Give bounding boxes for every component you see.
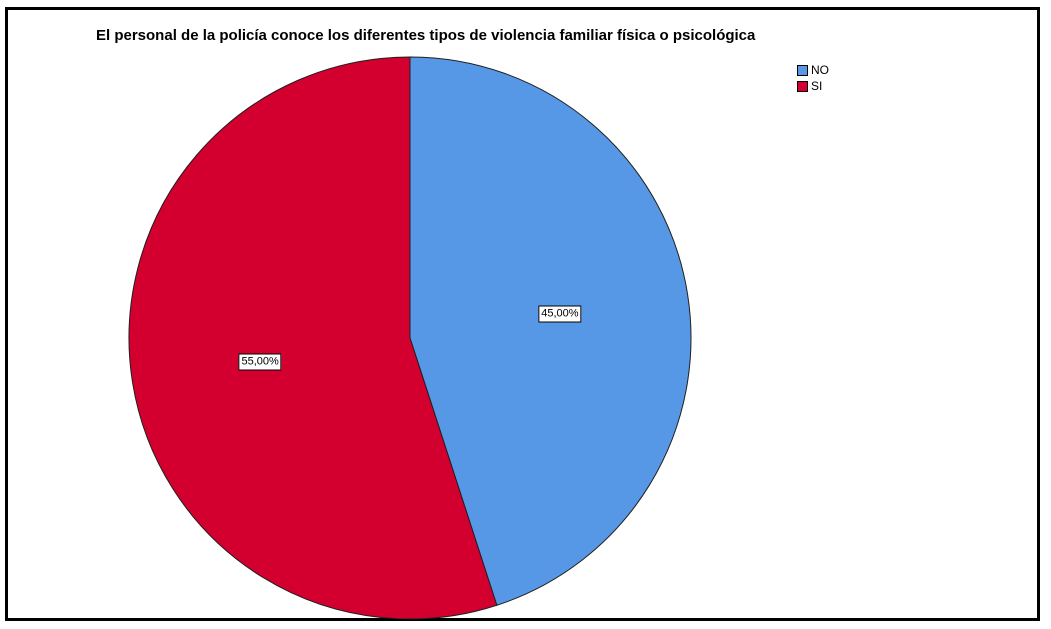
chart-title: El personal de la policía conoce los dif…	[96, 27, 756, 44]
pie-slice-si	[128, 56, 498, 620]
legend-label-si: SI	[811, 79, 823, 93]
legend-item-si: SI	[797, 78, 829, 94]
legend-swatch-si	[797, 80, 808, 92]
legend-item-no: NO	[797, 62, 829, 78]
legend-label-no: NO	[811, 63, 829, 77]
legend-swatch-no	[797, 64, 808, 76]
legend: NO SI	[797, 62, 829, 94]
pie-slice-no	[409, 56, 692, 606]
data-label-si: 55,00%	[238, 353, 282, 371]
data-label-no: 45,00%	[538, 305, 582, 323]
